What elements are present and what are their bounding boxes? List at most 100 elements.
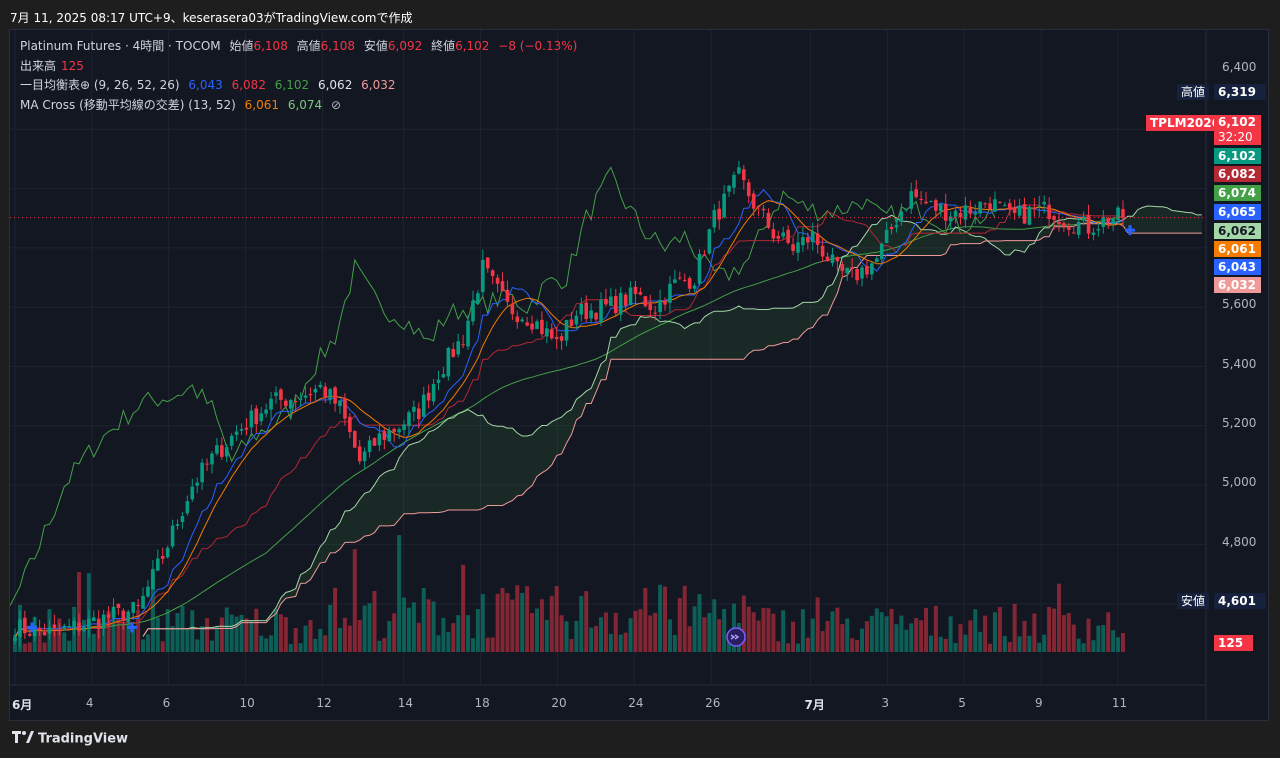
volume-bar [165, 609, 170, 652]
candle-body [362, 451, 367, 462]
candle-body [13, 637, 17, 641]
volume-bar [436, 635, 441, 652]
candle-body [42, 632, 47, 636]
volume-bar [273, 609, 278, 652]
candle-body [948, 216, 953, 222]
candle-body [559, 336, 564, 341]
volume-bar [554, 586, 559, 652]
indicator-value-tag: 6,102 [1214, 148, 1261, 164]
volume-bar [677, 598, 682, 652]
candle-body [1096, 228, 1101, 231]
volume-tag: 125 [1214, 635, 1253, 651]
candle-body [673, 279, 677, 283]
candle-body [746, 182, 751, 197]
volume-bar [293, 627, 298, 652]
volume-bar [357, 619, 362, 652]
candle-body [215, 445, 219, 454]
volume-bar [761, 607, 766, 652]
candle-body [988, 203, 992, 210]
volume-bar [756, 620, 761, 652]
candle-body [943, 203, 948, 221]
volume-bar [495, 593, 500, 652]
candle-body [328, 389, 332, 400]
candle-body [732, 174, 736, 188]
candle-body [663, 300, 667, 305]
volume-bar [613, 612, 618, 652]
candle-body [446, 347, 451, 377]
y-tick-label: 5,600 [1222, 297, 1257, 311]
volume-bar [313, 638, 318, 652]
volume-bar [539, 599, 544, 652]
candle-body [239, 429, 244, 431]
price-chart[interactable] [10, 30, 1268, 720]
candle-body [973, 212, 978, 215]
candle-body [889, 226, 894, 229]
candle-body [874, 258, 879, 263]
volume-bar [367, 603, 372, 652]
candle-body [653, 312, 657, 314]
candle-body [633, 286, 638, 294]
tradingview-brand[interactable]: TradingView [12, 731, 128, 747]
volume-bar [288, 643, 293, 652]
candle-body [146, 586, 150, 597]
candle-body [210, 453, 214, 465]
candle-body [781, 232, 786, 237]
candle-body [569, 319, 574, 327]
volume-bar [126, 620, 131, 652]
hide-indicator-icon[interactable]: ⊘ [331, 97, 342, 112]
volume-bar [638, 609, 643, 652]
candle-body [1022, 204, 1027, 224]
volume-bar [387, 621, 392, 652]
volume-bar [928, 635, 933, 652]
candle-body [894, 224, 899, 228]
candle-body [1091, 232, 1096, 236]
candle-body [924, 201, 928, 204]
volume-bar [909, 623, 914, 652]
volume-bar [924, 607, 929, 652]
chart-legend: Platinum Futures · 4時間 · TOCOM 始値6,108 高… [20, 37, 577, 115]
volume-bar [234, 616, 239, 652]
candle-body [156, 558, 160, 571]
indicator-value-tag: 6,032 [1214, 277, 1261, 293]
candle-body [540, 319, 544, 335]
candle-body [151, 569, 155, 590]
candle-body [264, 409, 268, 414]
volume-bar [416, 622, 421, 652]
volume-bar [466, 615, 471, 652]
volume-bar [850, 638, 855, 652]
indicator-value-tag: 6,082 [1214, 166, 1261, 182]
volume-bar [461, 564, 466, 652]
candle-body [963, 205, 968, 220]
chart-pane[interactable]: Platinum Futures · 4時間 · TOCOM 始値6,108 高… [9, 29, 1269, 721]
volume-bar [185, 628, 190, 652]
x-tick-label: 7月 [804, 698, 825, 712]
x-tick-label: 10 [239, 696, 255, 710]
volume-bar [530, 613, 535, 652]
candle-body [825, 256, 830, 262]
candle-body [810, 231, 815, 243]
candle-body [82, 627, 86, 631]
candle-body [116, 603, 121, 608]
candle-body [1101, 216, 1106, 228]
candle-body [490, 270, 495, 276]
x-tick-label: 12 [316, 696, 332, 710]
volume-bar [219, 617, 224, 652]
volume-bar [594, 625, 599, 652]
volume-bar [338, 627, 343, 652]
volume-bar [224, 607, 229, 652]
candle-body [884, 229, 889, 244]
volume-bar [825, 620, 830, 652]
volume-bar [392, 613, 397, 652]
candle-body [850, 267, 854, 269]
candle-body [274, 392, 278, 396]
volume-bar [904, 629, 909, 652]
volume-bar [96, 629, 101, 652]
volume-bar [869, 615, 874, 652]
candle-body [840, 264, 845, 271]
candle-body [244, 427, 249, 430]
volume-bar [259, 635, 264, 652]
volume-bar [781, 610, 786, 652]
volume-bar [456, 615, 461, 652]
volume-bar [480, 594, 485, 652]
candle-body [761, 208, 766, 211]
